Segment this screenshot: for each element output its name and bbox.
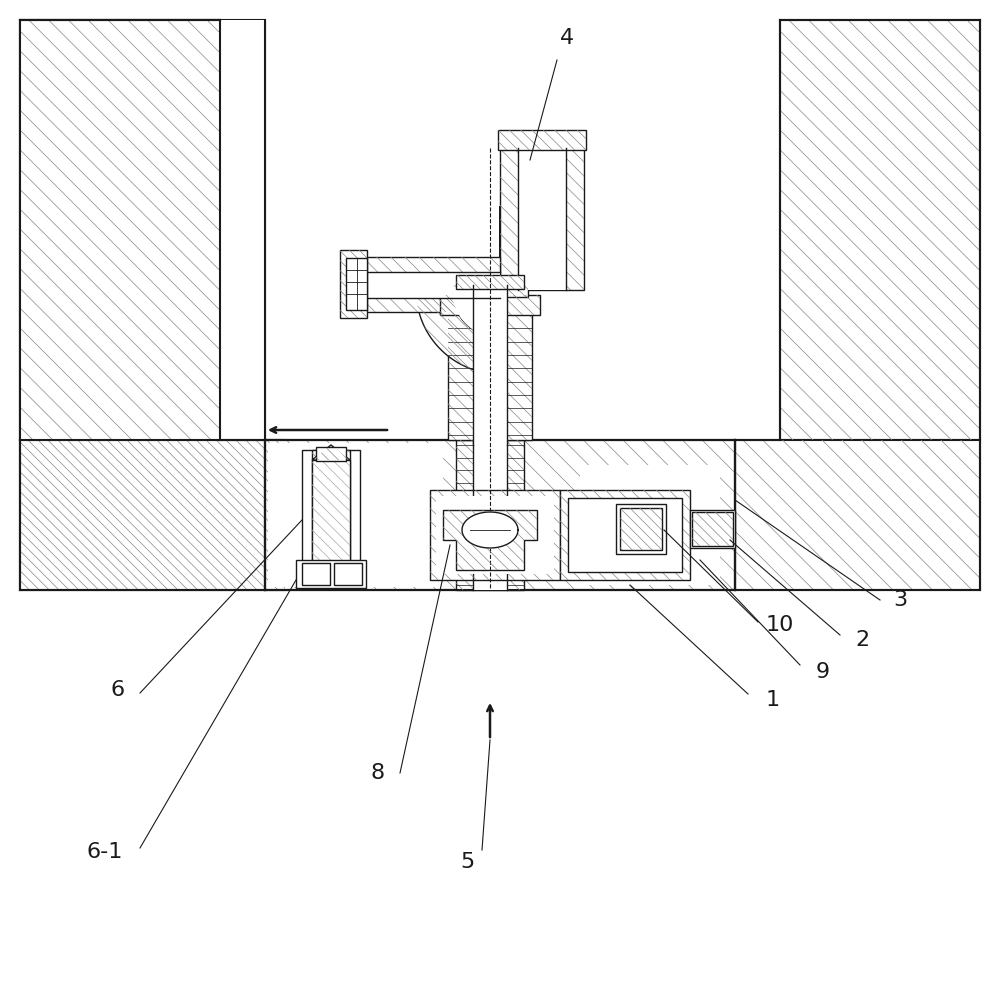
- Polygon shape: [312, 445, 350, 460]
- Bar: [473, 285, 507, 445]
- Bar: [568, 498, 682, 572]
- Polygon shape: [780, 20, 980, 440]
- Text: 8: 8: [371, 763, 385, 783]
- Polygon shape: [440, 295, 540, 315]
- Polygon shape: [430, 490, 560, 580]
- Polygon shape: [456, 440, 524, 590]
- Bar: [518, 148, 566, 290]
- Bar: [296, 560, 366, 588]
- Polygon shape: [365, 257, 500, 312]
- Polygon shape: [265, 440, 735, 590]
- Polygon shape: [20, 20, 265, 440]
- Polygon shape: [456, 275, 524, 289]
- Bar: [436, 496, 554, 574]
- Bar: [20, 20, 265, 440]
- Polygon shape: [498, 130, 586, 150]
- Polygon shape: [560, 490, 690, 580]
- Text: 6: 6: [111, 680, 125, 700]
- Polygon shape: [500, 148, 584, 290]
- Bar: [473, 440, 507, 590]
- Text: 5: 5: [460, 852, 474, 872]
- Text: 9: 9: [816, 662, 830, 682]
- Bar: [268, 443, 443, 587]
- Polygon shape: [452, 285, 528, 297]
- Polygon shape: [312, 460, 350, 570]
- Polygon shape: [340, 250, 367, 318]
- Bar: [690, 510, 735, 548]
- Polygon shape: [735, 440, 980, 590]
- Polygon shape: [20, 440, 285, 590]
- Polygon shape: [452, 290, 500, 338]
- Text: 2: 2: [855, 630, 869, 650]
- Polygon shape: [416, 206, 500, 374]
- Polygon shape: [312, 450, 350, 570]
- Bar: [302, 450, 360, 580]
- Bar: [316, 447, 346, 461]
- Polygon shape: [20, 440, 265, 590]
- Bar: [580, 465, 720, 585]
- Bar: [302, 563, 330, 585]
- Bar: [616, 504, 666, 554]
- Bar: [365, 272, 500, 298]
- Text: 4: 4: [560, 28, 574, 48]
- Text: 6-1: 6-1: [87, 842, 123, 862]
- Bar: [346, 258, 367, 310]
- Polygon shape: [692, 512, 733, 546]
- Polygon shape: [448, 310, 532, 440]
- Polygon shape: [620, 508, 662, 550]
- Polygon shape: [462, 512, 518, 548]
- Bar: [334, 563, 362, 585]
- Polygon shape: [20, 20, 220, 440]
- Polygon shape: [443, 510, 537, 570]
- Text: 3: 3: [893, 590, 907, 610]
- Text: 1: 1: [766, 690, 780, 710]
- Text: 10: 10: [766, 615, 794, 635]
